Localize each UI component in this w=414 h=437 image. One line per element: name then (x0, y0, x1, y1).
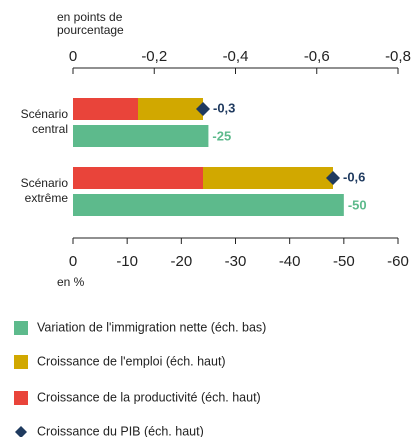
x2-axis-label: en points de pourcentage (57, 10, 124, 37)
category-label: Scénario central (21, 107, 69, 136)
legend-swatch (14, 355, 28, 369)
x-tick-label: 0 (69, 253, 77, 270)
value-label: -0,6 (343, 169, 365, 184)
x-tick-label: -30 (225, 253, 247, 270)
bar-segment (73, 167, 203, 189)
x2-tick-label: -0,8 (385, 48, 411, 65)
x-tick-label: -50 (333, 253, 355, 270)
x2-tick-label: 0 (69, 48, 77, 65)
category-label: Scénario extrême (21, 176, 69, 205)
legend-swatch (14, 391, 28, 405)
diamond-marker (326, 171, 340, 185)
value-label: -50 (348, 197, 367, 212)
bar (73, 125, 209, 147)
bar-segment (203, 167, 333, 189)
legend-label: Croissance de l'emploi (éch. haut) (37, 354, 226, 368)
diamond-marker (196, 102, 210, 116)
x2-tick-label: -0,6 (304, 48, 330, 65)
x-axis-label: en % (57, 275, 85, 289)
bar-segment (138, 98, 203, 120)
bar-segment (73, 98, 138, 120)
legend-label: Variation de l'immigration nette (éch. b… (37, 320, 266, 334)
x-tick-label: -20 (170, 253, 192, 270)
x2-tick-label: -0,4 (223, 48, 249, 65)
legend-marker (15, 426, 27, 437)
x-tick-label: -40 (279, 253, 301, 270)
value-label: -0,3 (213, 100, 235, 115)
bar (73, 194, 344, 216)
x2-tick-label: -0,2 (141, 48, 167, 65)
legend-label: Croissance du PIB (éch. haut) (37, 424, 204, 437)
x-tick-label: -60 (387, 253, 409, 270)
x-tick-label: -10 (116, 253, 138, 270)
value-label: -25 (212, 128, 231, 143)
legend-swatch (14, 321, 28, 335)
legend-label: Croissance de la productivité (éch. haut… (37, 390, 261, 404)
